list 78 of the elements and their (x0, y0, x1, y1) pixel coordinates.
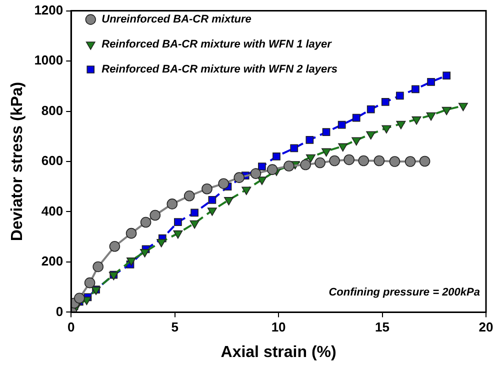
point (272, 152, 280, 160)
point (389, 156, 400, 167)
point (184, 190, 195, 202)
point (166, 198, 178, 210)
point (358, 155, 370, 166)
point (109, 240, 120, 252)
x-tick-label: 20 (478, 320, 494, 335)
point (396, 92, 404, 100)
point (306, 136, 314, 144)
y-tick-label: 800 (41, 102, 64, 118)
point (257, 176, 267, 185)
point (290, 144, 298, 152)
point (266, 164, 278, 175)
point (208, 196, 216, 204)
point (338, 143, 348, 152)
point (242, 186, 252, 196)
point (140, 249, 150, 258)
y-tick-label: 0 (56, 304, 64, 319)
point (338, 120, 346, 129)
y-tick-label: 1200 (34, 2, 64, 18)
point (74, 292, 85, 304)
point (140, 216, 152, 228)
point (126, 228, 137, 239)
point (374, 155, 385, 166)
y-axis-title: Deviator stress (kPa) (9, 82, 26, 242)
point (352, 137, 362, 146)
point (442, 72, 451, 80)
point (84, 277, 96, 288)
point (426, 112, 436, 121)
x-axis-title: Axial strain (%) (220, 344, 336, 361)
point (381, 98, 390, 106)
point (150, 210, 161, 221)
legend-label: Unreinforced BA-CR mixture (102, 14, 252, 26)
point (234, 172, 245, 183)
point (344, 154, 354, 166)
point (156, 238, 166, 248)
point (306, 154, 316, 163)
point (322, 148, 331, 157)
y-tick-label: 400 (41, 203, 64, 218)
legend-label: Reinforced BA-CR mixture with WFN 1 layer (102, 38, 332, 51)
point (329, 155, 340, 166)
x-tick-label: 0 (68, 320, 75, 335)
point (366, 105, 375, 114)
x-tick-label: 10 (271, 320, 286, 335)
point (412, 116, 422, 125)
annotation: Confining pressure = 200kPa (328, 286, 480, 299)
y-tick-label: 600 (41, 153, 64, 168)
point (92, 261, 104, 272)
point (412, 85, 420, 94)
point (404, 156, 416, 167)
point (322, 128, 330, 136)
x-tick-label: 5 (171, 320, 178, 335)
point (366, 131, 376, 140)
point (202, 183, 212, 194)
point (419, 156, 430, 167)
point (314, 157, 326, 168)
point (190, 220, 200, 229)
point (352, 114, 360, 122)
point (284, 160, 294, 172)
point (174, 218, 182, 226)
point (442, 106, 452, 116)
point (458, 102, 468, 112)
point (126, 258, 136, 266)
y-tick-label: 200 (41, 254, 64, 269)
legend-label: Reinforced BA-CR mixture with WFN 2 layers (102, 64, 338, 76)
point (224, 197, 234, 206)
point (382, 125, 392, 134)
point (190, 208, 198, 217)
point (258, 162, 266, 170)
point (250, 168, 262, 179)
point (300, 159, 311, 170)
point (427, 78, 435, 86)
point (207, 208, 217, 216)
point (396, 120, 406, 130)
point (218, 178, 229, 190)
y-tick-label: 1000 (34, 52, 64, 68)
x-tick-label: 15 (375, 320, 390, 335)
point (173, 230, 183, 239)
